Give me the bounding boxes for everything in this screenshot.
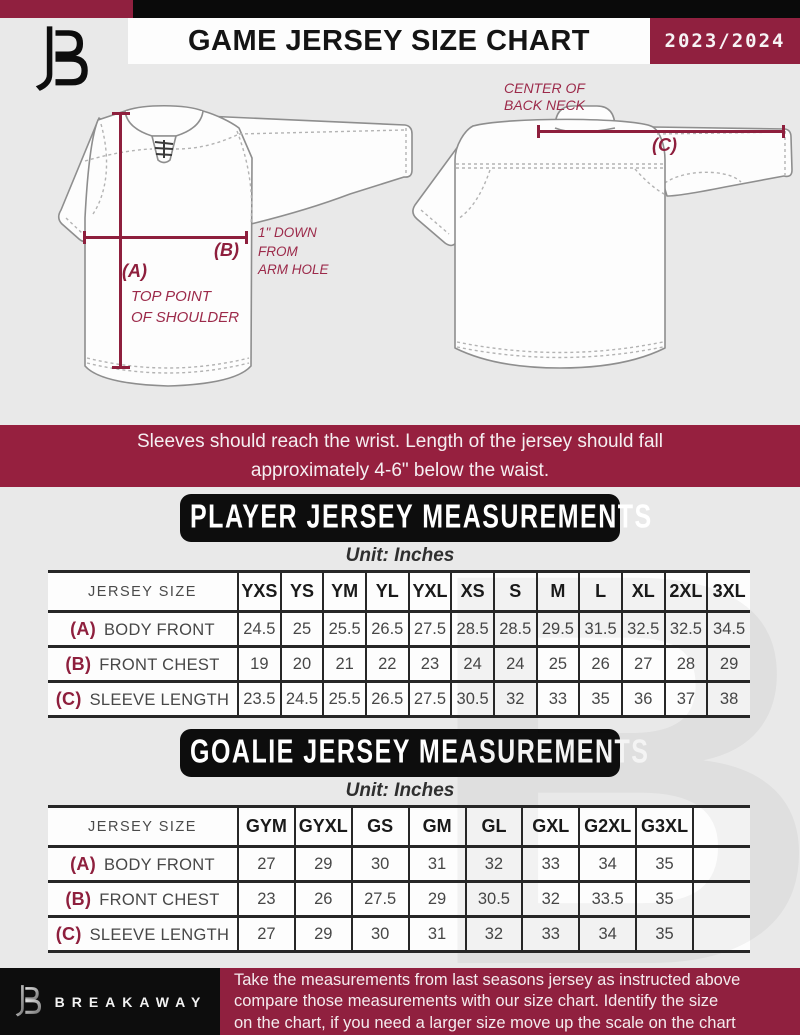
goalie-size-header: JERSEY SIZE xyxy=(88,818,197,835)
measure-line-c-tick-left xyxy=(537,125,540,138)
fit-notice-line2: approximately 4-6" below the waist. xyxy=(250,460,550,481)
footer-brand-block: BREAKAWAY xyxy=(0,968,220,1035)
label-b: (B) xyxy=(214,240,239,260)
page-title-box: GAME JERSEY SIZE CHART xyxy=(128,18,650,64)
goalie-header-row: JERSEY SIZE GYM GYXL GS GM GL GXL G2XL G… xyxy=(48,806,750,847)
shoulder-caption: TOP POINT OF SHOULDER xyxy=(131,288,240,326)
footer-instructions-line1: Take the measurements from last seasons … xyxy=(234,970,741,989)
front-jersey-illustration xyxy=(57,105,413,387)
player-row-body-front: (A) BODY FRONT 24.5 25 25.5 26.5 27.5 28.… xyxy=(48,611,750,647)
season-badge: 2023/2024 xyxy=(650,18,800,64)
player-section-title: PLAYER JERSEY MEASUREMENTS xyxy=(190,498,653,536)
player-header-row: JERSEY SIZE YXS YS YM YL YXL XS S M L XL… xyxy=(48,571,750,612)
goalie-unit-label: Unit: Inches xyxy=(345,780,455,801)
measure-line-a-tick-top xyxy=(112,112,130,115)
measure-line-b-tick-right xyxy=(245,231,248,244)
jersey-diagrams: CENTER OF BACK NECK (C) (B) 1" DOWN FROM… xyxy=(0,64,800,425)
player-section-title-banner: PLAYER JERSEY MEASUREMENTS xyxy=(180,494,651,542)
measure-line-a-tick-bottom xyxy=(112,366,130,369)
goalie-size-table: JERSEY SIZE GYM GYXL GS GM GL GXL G2XL G… xyxy=(48,805,750,953)
label-c: (C) xyxy=(652,135,677,155)
armhole-caption: 1" DOWN FROM ARM HOLE xyxy=(258,225,329,277)
back-jersey-illustration xyxy=(412,105,793,369)
footer-instructions-line3: on the chart, if you need a larger size … xyxy=(234,1013,736,1032)
measurement-tables: PLAYER JERSEY MEASUREMENTS Unit: Inches … xyxy=(0,487,800,964)
label-a: (A) xyxy=(122,261,147,281)
measure-line-c-tick-right xyxy=(782,125,785,138)
measure-line-b xyxy=(83,236,248,239)
measure-line-a xyxy=(119,113,122,368)
breakaway-b-logo-small-icon xyxy=(15,984,41,1017)
goalie-empty-header-cell xyxy=(692,806,750,847)
top-bar-accent xyxy=(0,0,133,18)
season-label: 2023/2024 xyxy=(664,30,786,52)
top-bar xyxy=(0,0,800,18)
fit-notice-line1: Sleeves should reach the wrist. Length o… xyxy=(137,431,663,452)
goalie-section-title: GOALIE JERSEY MEASUREMENTS xyxy=(190,733,650,771)
goalie-row-front-chest: (B) FRONT CHEST 23 26 27.5 29 30.5 32 33.… xyxy=(48,881,750,917)
player-row-sleeve-length: (C) SLEEVE LENGTH 23.5 24.5 25.5 26.5 27.… xyxy=(48,681,750,717)
goalie-row-body-front: (A) BODY FRONT 27 29 30 31 32 33 34 35 xyxy=(48,846,750,882)
player-row-front-chest: (B) FRONT CHEST 19 20 21 22 23 24 24 25 2… xyxy=(48,646,750,682)
measure-line-b-tick-left xyxy=(83,231,86,244)
fit-notice-banner: Sleeves should reach the wrist. Length o… xyxy=(0,425,800,487)
center-back-neck-caption: CENTER OF BACK NECK xyxy=(504,80,585,113)
footer-instructions: Take the measurements from last seasons … xyxy=(220,968,800,1035)
goalie-row-sleeve-length: (C) SLEEVE LENGTH 27 29 30 31 32 33 34 35 xyxy=(48,916,750,952)
goalie-section-title-banner: GOALIE JERSEY MEASUREMENTS xyxy=(180,729,648,777)
footer-instructions-line2: compare those measurements with our size… xyxy=(234,992,719,1011)
footer: BREAKAWAY Take the measurements from las… xyxy=(0,968,800,1035)
measure-line-c xyxy=(537,130,785,133)
breakaway-b-logo-icon xyxy=(35,26,88,91)
player-size-table: JERSEY SIZE YXS YS YM YL YXL XS S M L XL… xyxy=(48,570,750,718)
footer-brand-name: BREAKAWAY xyxy=(54,993,208,1010)
player-unit-label: Unit: Inches xyxy=(345,545,455,566)
page-title: GAME JERSEY SIZE CHART xyxy=(187,24,591,57)
player-size-header: JERSEY SIZE xyxy=(88,583,197,600)
